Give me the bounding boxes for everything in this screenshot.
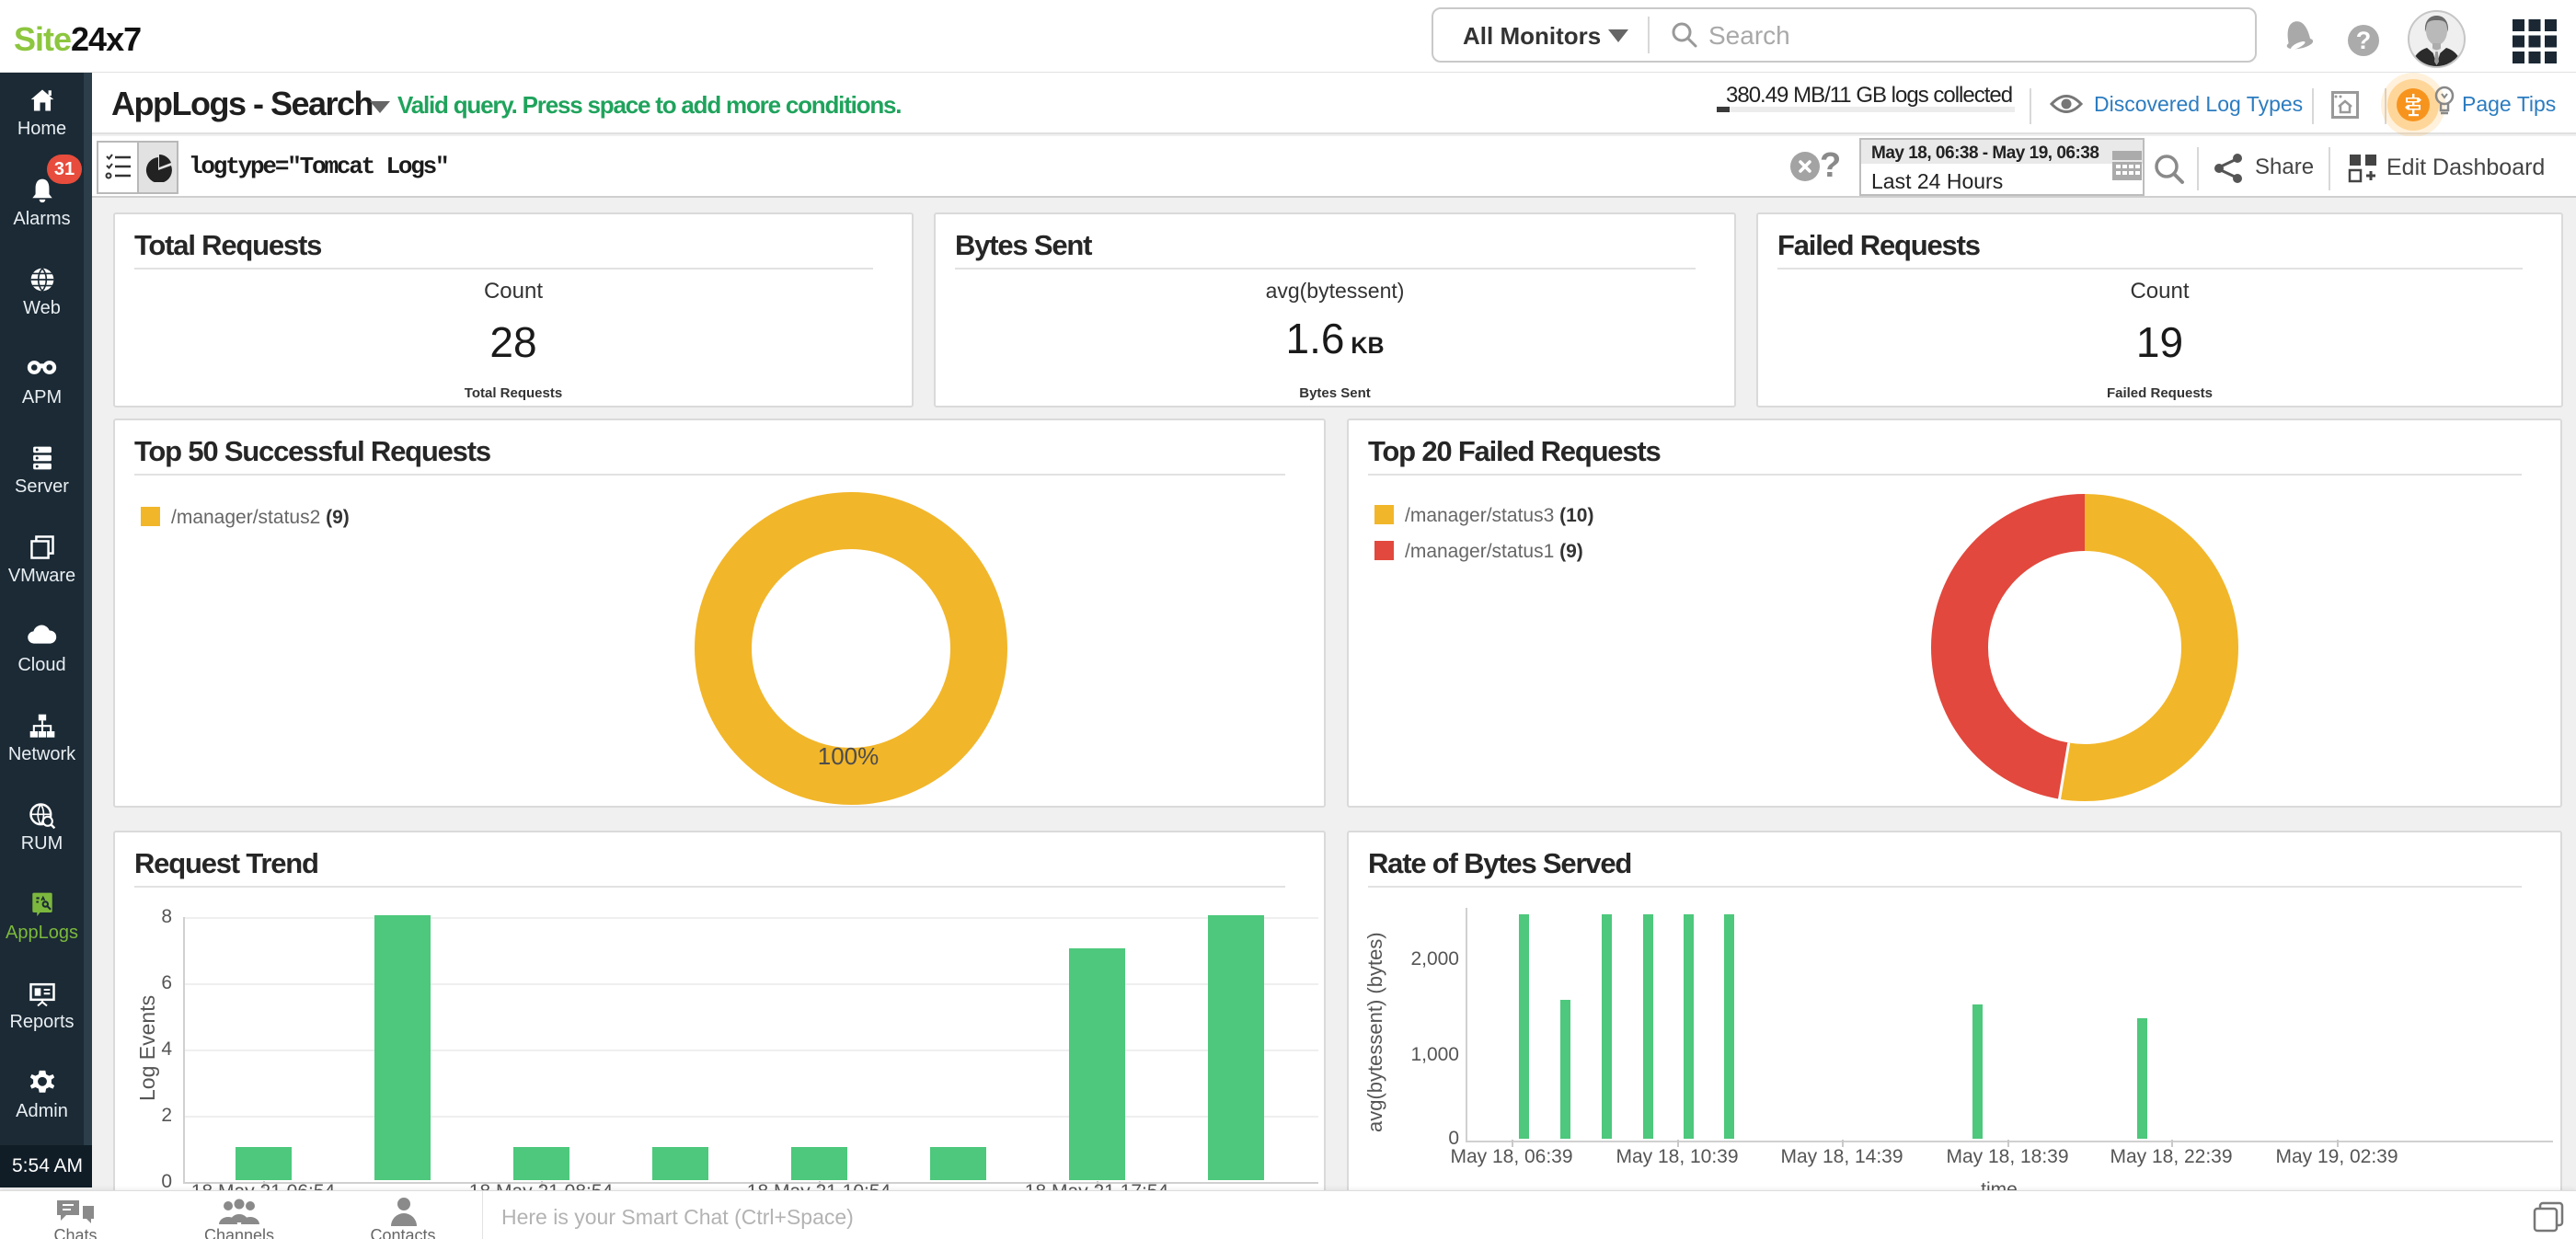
svg-text:100%: 100% — [818, 742, 880, 770]
